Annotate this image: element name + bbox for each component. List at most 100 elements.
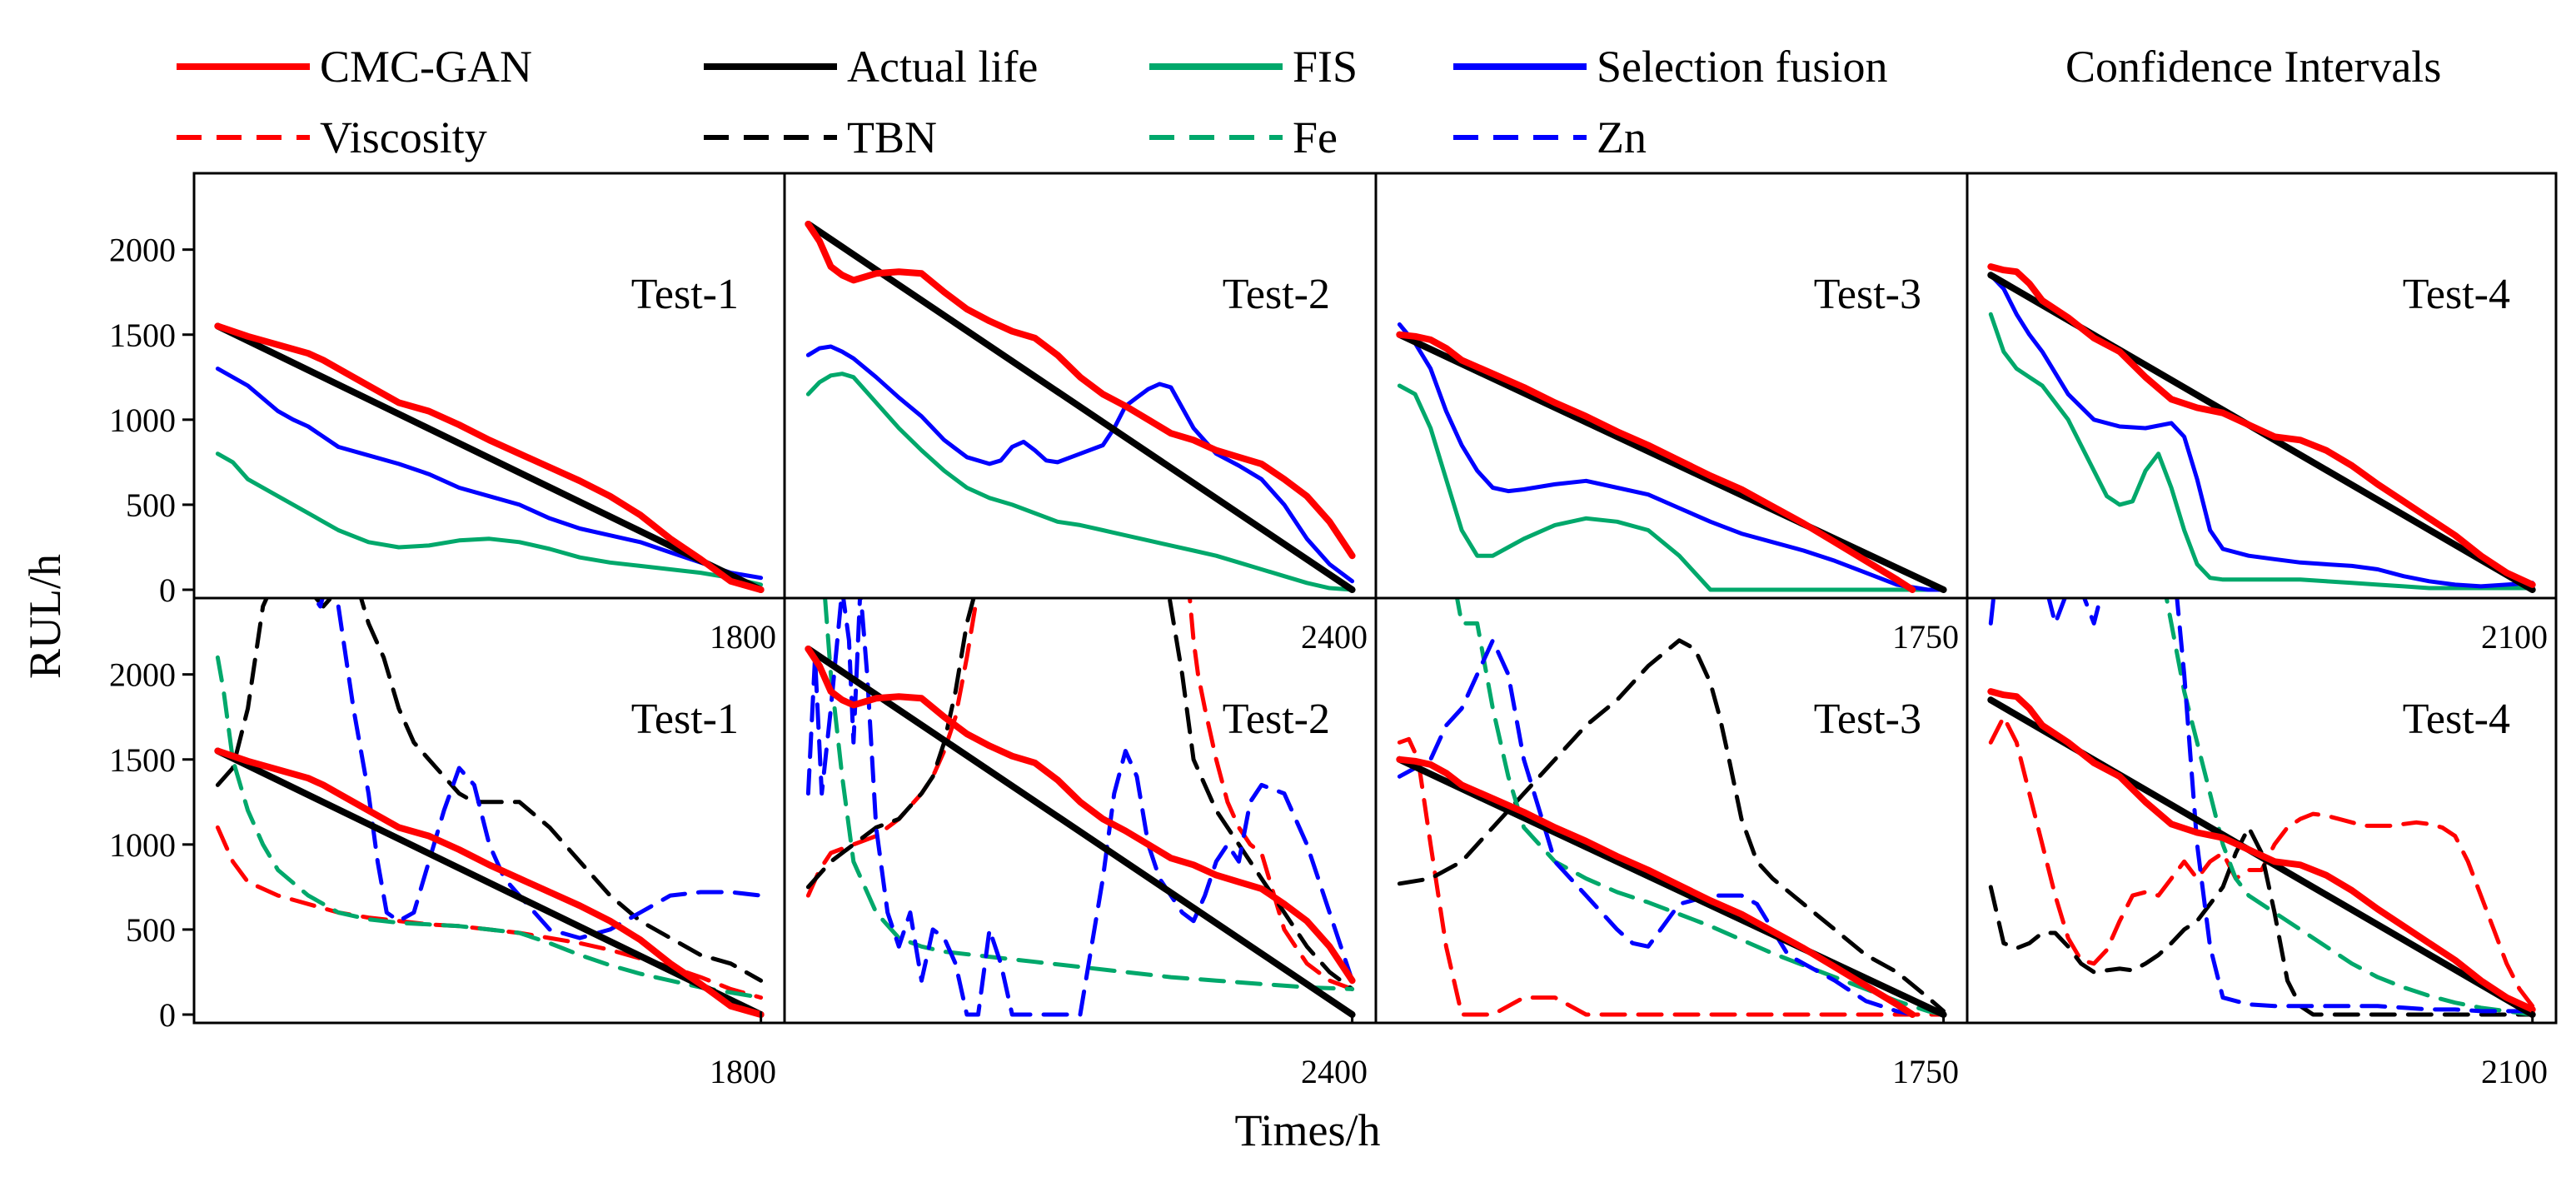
x-end-label-test-2-top: 2400: [1301, 618, 1368, 656]
panel-test-4-bottom: [1987, 598, 2536, 1018]
series-cmc-gan-test-1-top: [214, 322, 765, 593]
legend-item-tbn: TBN: [704, 112, 937, 162]
y-tick-label-2000-top: 2000: [109, 232, 176, 269]
series-cmc-gan-test-1-bottom: [214, 747, 765, 1018]
series-tbn-test-4-bottom: [1988, 825, 2535, 1017]
panel-frame-test-4-top: [1966, 172, 2558, 600]
panel-label-test-4-bottom: Test-4: [2403, 696, 2510, 743]
series-actual-life-test-2-bottom: [805, 646, 1356, 1018]
x-end-label-test-3-bottom: 1750: [1892, 1053, 1959, 1090]
series-tbn-test-3-bottom: [1397, 638, 1946, 1014]
series-fe-test-3-bottom: [1454, 598, 1946, 1017]
panel-test-3-bottom: [1396, 598, 1947, 1018]
series-actual-life-test-1-bottom: [214, 747, 765, 1018]
series-fis-test-1-top: [215, 451, 764, 587]
legend-item-fis: FIS: [1149, 42, 1358, 92]
legend-label-zn: Zn: [1597, 112, 1647, 162]
legend-label-confidence-intervals: Confidence Intervals: [2065, 42, 2441, 92]
series-selection-fusion-test-2-top: [805, 344, 1355, 584]
panel-label-test-3-top: Test-3: [1814, 271, 1921, 318]
x-end-label-test-3-top: 1750: [1892, 618, 1959, 656]
y-tick-label-500-top: 500: [126, 486, 176, 524]
series-viscosity-test-4-bottom: [1988, 715, 2535, 1009]
series-actual-life-test-1-top: [214, 322, 765, 593]
series-zn-test-3-bottom: [1397, 638, 1915, 1017]
panel-test-4-top: [1987, 263, 2536, 593]
legend-label-fis: FIS: [1293, 42, 1358, 92]
series-fis-test-2-top: [805, 372, 1355, 592]
legend-item-cmc-gan: CMC-GAN: [177, 42, 532, 92]
series-zn-test-4-bottom: [1988, 598, 2535, 1014]
series-actual-life-test-3-bottom: [1396, 756, 1947, 1018]
series-fe-test-4-bottom: [2164, 598, 2535, 1017]
x-end-label-test-4-top: 2100: [2481, 618, 2548, 656]
legend-item-selection-fusion: Selection fusion: [1453, 42, 1887, 92]
series-viscosity-test-3-bottom: [1397, 736, 1946, 1017]
panel-label-test-1-top: Test-1: [631, 271, 739, 318]
series-fis-test-3-top: [1397, 383, 1946, 592]
series-cmc-gan-test-3-top: [1396, 331, 1916, 593]
series-cmc-gan-test-3-bottom: [1396, 756, 1916, 1018]
series-zn-test-2-bottom: [805, 598, 1355, 1017]
series-selection-fusion-test-4-top: [1988, 272, 2535, 589]
panel-label-test-2-bottom: Test-2: [1223, 696, 1330, 743]
y-tick-label-1500-bottom: 1500: [109, 741, 176, 779]
panel-label-test-2-top: Test-2: [1223, 271, 1330, 318]
y-tick-label-2000-bottom: 2000: [109, 656, 176, 694]
panel-frames: Test-1 Test-1 Test-2 Test-2 Test-3 Test-3 Test…: [192, 172, 2558, 1025]
panel-test-2-top: [805, 221, 1356, 593]
series-cmc-gan-test-2-top: [805, 221, 1356, 560]
x-end-label-test-4-bottom: 2100: [2481, 1053, 2548, 1090]
legend-item-zn: Zn: [1453, 112, 1647, 162]
legend-item-viscosity: Viscosity: [177, 112, 487, 162]
x-end-label-test-1-bottom: 1800: [710, 1053, 776, 1090]
panel-label-test-3-bottom: Test-3: [1814, 696, 1921, 743]
legend-label-fe: Fe: [1293, 112, 1338, 162]
series-fe-test-1-bottom: [215, 655, 764, 1000]
y-tick-label-1500-top: 1500: [109, 317, 176, 354]
series-fe-test-2-bottom: [823, 598, 1355, 991]
panel-frame-test-3-bottom: [1374, 596, 1969, 1025]
y-tick-label-1000-bottom: 1000: [109, 826, 176, 864]
y-tick-label-500-bottom: 500: [126, 911, 176, 949]
series-actual-life-test-3-top: [1396, 331, 1947, 593]
legend-label-actual-life: Actual life: [847, 42, 1038, 92]
x-end-label-test-1-top: 1800: [710, 618, 776, 656]
series-cmc-gan-test-2-bottom: [805, 646, 1356, 985]
series-tbn-test-2-bottom: [805, 598, 1355, 991]
legend: CMC-GAN Actual life FIS Selection fusion Con…: [177, 42, 2441, 162]
panel-test-1-bottom: [214, 598, 765, 1018]
x-axis-title: Times/h: [1234, 1105, 1380, 1155]
series-fis-test-4-top: [1988, 312, 2535, 591]
y-axis-title: RUL/h: [20, 554, 70, 679]
panel-test-1-top: [214, 322, 765, 593]
legend-label-viscosity: Viscosity: [320, 112, 487, 162]
legend-item-actual-life: Actual life: [704, 42, 1038, 92]
panel-label-test-1-bottom: Test-1: [631, 696, 739, 743]
axes: 1800 0 500 1000 1500 2000 1800 0 500 1000 1500 2000…: [109, 232, 2548, 1090]
panel-test-3-top: [1396, 322, 1947, 593]
series-selection-fusion-test-1-top: [215, 367, 764, 581]
panel-frame-test-4-bottom: [1966, 596, 2558, 1025]
panel-test-2-bottom: [805, 598, 1356, 1018]
series-selection-fusion-test-3-top: [1397, 322, 1946, 592]
legend-label-tbn: TBN: [847, 112, 937, 162]
y-tick-label-1000-top: 1000: [109, 401, 176, 439]
panels: [214, 221, 2536, 1018]
series-tbn-test-1-bottom: [215, 598, 764, 983]
panel-frame-test-1-top: [192, 172, 786, 600]
legend-label-cmc-gan: CMC-GAN: [320, 42, 532, 92]
panel-frame-test-2-top: [783, 172, 1378, 600]
series-actual-life-test-2-top: [805, 221, 1356, 593]
panel-label-test-4-top: Test-4: [2403, 271, 2510, 318]
legend-item-confidence-intervals: Confidence Intervals: [2065, 42, 2441, 92]
legend-label-selection-fusion: Selection fusion: [1597, 42, 1887, 92]
series-cmc-gan-test-4-bottom: [1987, 688, 2536, 1013]
series-cmc-gan-test-4-top: [1987, 263, 2536, 588]
legend-item-fe: Fe: [1149, 112, 1338, 162]
x-end-label-test-2-bottom: 2400: [1301, 1053, 1368, 1090]
y-tick-label-0-bottom: 0: [159, 996, 176, 1034]
panel-frame-test-1-bottom: [192, 596, 786, 1025]
y-tick-label-0-top: 0: [159, 571, 176, 609]
